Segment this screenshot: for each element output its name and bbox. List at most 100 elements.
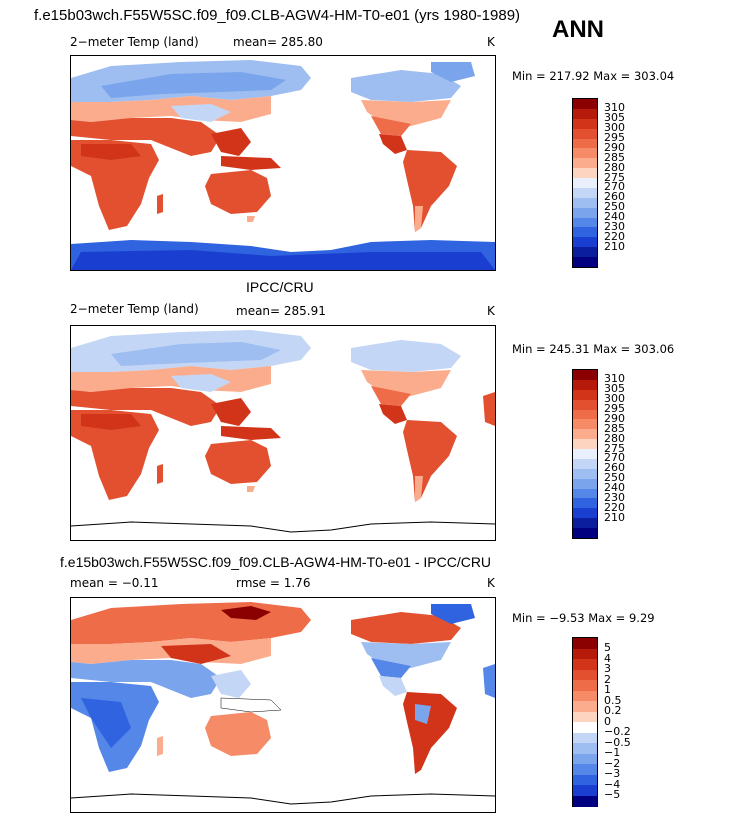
colorbar-swatch — [573, 409, 597, 420]
madagascar — [157, 194, 163, 214]
madagascar-diff — [157, 736, 163, 756]
south-asia — [71, 118, 221, 156]
colorbar-label: 290 — [604, 140, 625, 154]
panel-diff-map — [70, 597, 496, 813]
colorbar-swatch — [573, 722, 597, 733]
colorbar-swatch — [573, 638, 597, 649]
colorbar-label: 230 — [604, 219, 625, 233]
colorbar-label: 295 — [604, 402, 625, 416]
panel-diff-mean: mean = −0.11 — [70, 576, 159, 590]
colorbar-swatch — [573, 99, 597, 110]
panel-diff-unit: K — [487, 576, 495, 590]
colorbar-swatch — [573, 764, 597, 775]
colorbar-swatch — [573, 690, 597, 702]
panel-obs-mean: mean= 285.91 — [236, 304, 326, 318]
colorbar-label: 230 — [604, 490, 625, 504]
colorbar-swatch — [573, 528, 597, 539]
africa-edge — [483, 392, 495, 426]
colorbar-label: 310 — [604, 372, 625, 386]
panel-obs-left-label: 2−meter Temp (land) — [70, 302, 199, 316]
colorbar-swatch — [573, 498, 597, 509]
colorbar-swatch — [573, 711, 597, 723]
panel-obs-unit: K — [487, 304, 495, 318]
antarctica-outline — [71, 793, 495, 805]
panel-diff-minmax: Min = −9.53 Max = 9.29 — [512, 611, 655, 625]
colorbar-label: 300 — [604, 392, 625, 406]
tibet — [171, 104, 231, 122]
north-america-north — [351, 340, 461, 372]
colorbar-label: 285 — [604, 150, 625, 164]
south-america-diff — [403, 692, 457, 774]
siberia-warm-bias — [221, 606, 271, 620]
colorbar-label: 305 — [604, 382, 625, 396]
colorbar-label: 285 — [604, 421, 625, 435]
amazon-diff — [415, 704, 431, 724]
colorbar-label: 0.2 — [604, 704, 622, 717]
colorbar-swatch — [573, 178, 597, 189]
colorbar-swatch — [573, 785, 597, 796]
panel-model-minmax: Min = 217.92 Max = 303.04 — [512, 69, 675, 83]
colorbar-label: 295 — [604, 131, 625, 145]
colorbar-swatch — [573, 659, 597, 670]
se-asia-diff — [211, 670, 251, 698]
colorbar-swatch — [573, 429, 597, 440]
africa-cold-bias — [81, 698, 131, 748]
colorbar-swatch — [573, 795, 597, 807]
colorbar-swatch — [573, 680, 597, 691]
colorbar-swatch — [573, 207, 597, 219]
colorbar-swatch — [573, 197, 597, 209]
central-america — [379, 134, 407, 154]
colorbar-swatch — [573, 148, 597, 159]
model-map-svg — [71, 60, 495, 270]
colorbar-label: −2 — [604, 756, 621, 770]
colorbar-label: 305 — [604, 111, 625, 125]
colorbar-label: −5 — [604, 788, 621, 801]
colorbar-swatch — [573, 217, 597, 228]
colorbar-label: 260 — [604, 190, 625, 204]
colorbar-label: −0.2 — [604, 725, 631, 738]
colorbar-swatch — [573, 518, 597, 529]
panel-model-map — [70, 55, 496, 271]
colorbar-label: −4 — [604, 777, 621, 791]
greenland-diff — [431, 604, 475, 624]
colorbar-swatch — [573, 669, 597, 681]
colorbar-swatch — [573, 389, 597, 401]
panel-diff-rmse: rmse = 1.76 — [236, 576, 311, 590]
south-asia-diff — [71, 660, 221, 698]
colorbar-swatch — [573, 370, 597, 381]
colorbar-label: 0 — [604, 714, 611, 728]
antarctica-interior — [71, 250, 495, 270]
colorbar-label: 220 — [604, 229, 625, 243]
australia — [205, 170, 271, 214]
se-asia — [211, 128, 251, 156]
tasmania — [247, 216, 255, 222]
colorbar-swatch — [573, 118, 597, 130]
colorbar-swatch — [573, 187, 597, 199]
africa — [71, 410, 159, 500]
patagonia — [415, 476, 423, 502]
colorbar-label: 260 — [604, 461, 625, 475]
colorbar-swatch — [573, 488, 597, 499]
colorbar-label: 0.5 — [604, 693, 622, 707]
sahara — [81, 144, 141, 160]
colorbar-label: 5 — [604, 641, 611, 654]
colorbar-swatch — [573, 732, 597, 744]
colorbar-swatch — [573, 247, 597, 258]
colorbar-label: 220 — [604, 500, 625, 514]
colorbar-swatch — [573, 399, 597, 411]
colorbar-label: 210 — [604, 239, 625, 253]
colorbar-label: 210 — [604, 510, 625, 524]
colorbar-label: 275 — [604, 441, 625, 455]
indonesia-diff — [220, 697, 282, 713]
colorbar-label: 290 — [604, 411, 625, 425]
south-asia — [71, 388, 221, 426]
colorbar-label: 270 — [604, 180, 625, 194]
diff-map-svg — [71, 602, 495, 805]
colorbar-swatch — [573, 227, 597, 238]
colorbar-label: −1 — [604, 746, 621, 759]
se-asia — [211, 398, 251, 426]
colorbar-label: 310 — [604, 101, 625, 115]
colorbar-label: 3 — [604, 662, 611, 675]
indonesia — [221, 426, 281, 440]
siberia-cold — [101, 72, 286, 98]
